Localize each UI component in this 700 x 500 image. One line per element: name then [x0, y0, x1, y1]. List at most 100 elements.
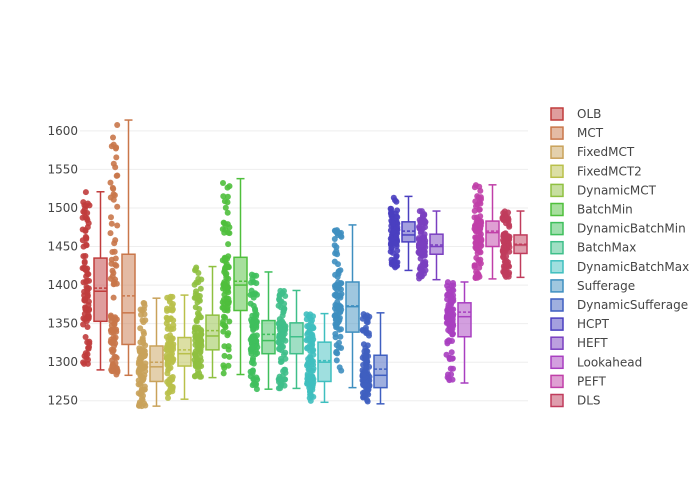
- data-point: [139, 307, 146, 314]
- data-point: [390, 228, 397, 235]
- data-point: [444, 292, 451, 299]
- iqr-box: [177, 336, 192, 367]
- data-point: [477, 200, 484, 207]
- box-series-olb[interactable]: [79, 189, 108, 371]
- data-point: [222, 314, 229, 321]
- box-series-sufferage[interactable]: [331, 224, 360, 389]
- data-point: [332, 331, 339, 337]
- data-point: [254, 344, 261, 351]
- legend-label: HCPT: [577, 317, 610, 331]
- data-point: [84, 324, 91, 330]
- data-point: [331, 258, 338, 265]
- data-point: [85, 220, 92, 227]
- data-point: [499, 216, 506, 222]
- data-point: [111, 248, 118, 255]
- legend-label: DynamicBatchMin: [577, 222, 686, 236]
- legend-label: Sufferage: [577, 279, 635, 293]
- box-series-lookahead[interactable]: [443, 279, 472, 384]
- data-point: [141, 302, 148, 309]
- box-series-dls[interactable]: [499, 208, 528, 280]
- legend-item-dynamicbatchmax[interactable]: DynamicBatchMax: [550, 260, 689, 274]
- data-point: [501, 267, 508, 274]
- data-point: [110, 334, 117, 341]
- legend-swatch: [550, 317, 564, 331]
- data-point: [364, 398, 371, 405]
- data-point: [249, 344, 256, 351]
- legend-item-peft[interactable]: PEFT: [550, 374, 607, 388]
- box-series-heft[interactable]: [415, 208, 444, 282]
- legend-item-dynamicbatchmin[interactable]: DynamicBatchMin: [550, 222, 686, 236]
- box-series-peft[interactable]: [471, 182, 500, 281]
- legend-item-olb[interactable]: OLB: [550, 107, 601, 121]
- box-series-hcpt[interactable]: [387, 194, 416, 272]
- data-point: [82, 253, 89, 259]
- y-tick-label: 1550: [47, 162, 78, 176]
- iqr-box: [149, 345, 164, 383]
- data-point: [444, 315, 451, 322]
- data-point: [81, 209, 88, 216]
- data-point: [473, 245, 480, 252]
- legend-label: OLB: [577, 107, 601, 121]
- data-point: [82, 228, 89, 234]
- y-tick-label: 1250: [47, 394, 78, 408]
- data-point: [478, 220, 485, 226]
- legend-item-sufferage[interactable]: Sufferage: [550, 279, 635, 293]
- data-point: [334, 273, 341, 280]
- box-series-fixedmct2[interactable]: [163, 293, 192, 401]
- legend-item-dls[interactable]: DLS: [550, 394, 601, 408]
- legend-label: BatchMax: [577, 241, 636, 255]
- box-series-dynamicmct[interactable]: [191, 264, 220, 380]
- data-point: [471, 184, 478, 191]
- data-point: [114, 122, 121, 128]
- data-point: [502, 211, 509, 218]
- data-point: [82, 334, 89, 340]
- legend-item-dynamicsufferage[interactable]: DynamicSufferage: [550, 298, 688, 312]
- data-point: [282, 349, 289, 356]
- legend-item-lookahead[interactable]: Lookahead: [550, 355, 642, 369]
- data-point: [193, 318, 200, 325]
- data-point: [332, 250, 339, 257]
- data-point: [139, 346, 145, 353]
- box-series-batchmax[interactable]: [275, 287, 304, 392]
- data-point: [141, 383, 148, 390]
- data-point: [109, 362, 116, 369]
- y-tick-label: 1300: [47, 355, 78, 369]
- data-point: [164, 354, 171, 361]
- legend-item-heft[interactable]: HEFT: [550, 336, 608, 350]
- data-point: [224, 209, 231, 216]
- data-point: [82, 189, 89, 196]
- data-point: [140, 375, 147, 382]
- data-point: [333, 244, 340, 251]
- data-point: [362, 393, 369, 399]
- data-point: [110, 191, 117, 198]
- data-point: [422, 267, 429, 274]
- legend-item-fixedmct2[interactable]: FixedMCT2: [550, 164, 642, 178]
- legend-item-dynamicmct[interactable]: DynamicMCT: [550, 183, 657, 197]
- data-point: [448, 349, 455, 356]
- data-point: [83, 215, 90, 222]
- data-point: [393, 213, 400, 220]
- legend-item-mct[interactable]: MCT: [550, 126, 604, 140]
- data-point: [221, 198, 228, 205]
- legend-label: HEFT: [577, 336, 608, 350]
- data-point: [219, 304, 226, 311]
- legend-item-hcpt[interactable]: HCPT: [550, 317, 610, 331]
- data-point: [337, 267, 344, 274]
- box-series-dynamicbatchmin[interactable]: [247, 271, 276, 393]
- legend-item-fixedmct[interactable]: FixedMCT: [550, 145, 635, 159]
- legend-swatch: [550, 202, 564, 217]
- legend-item-batchmax[interactable]: BatchMax: [550, 241, 636, 255]
- box-series-batchmin[interactable]: [219, 177, 248, 377]
- data-point: [224, 193, 231, 200]
- box-series-mct[interactable]: [107, 119, 136, 378]
- box-series-fixedmct[interactable]: [135, 297, 164, 410]
- data-point: [140, 328, 147, 335]
- box-series-dynamicsufferage[interactable]: [359, 311, 388, 405]
- data-point: [416, 216, 423, 223]
- data-point: [365, 330, 372, 337]
- data-point: [250, 302, 257, 309]
- data-point: [249, 357, 256, 364]
- legend-item-batchmin[interactable]: BatchMin: [550, 202, 633, 217]
- box-series-dynamicbatchmax[interactable]: [303, 311, 332, 404]
- iqr-box: [205, 314, 220, 351]
